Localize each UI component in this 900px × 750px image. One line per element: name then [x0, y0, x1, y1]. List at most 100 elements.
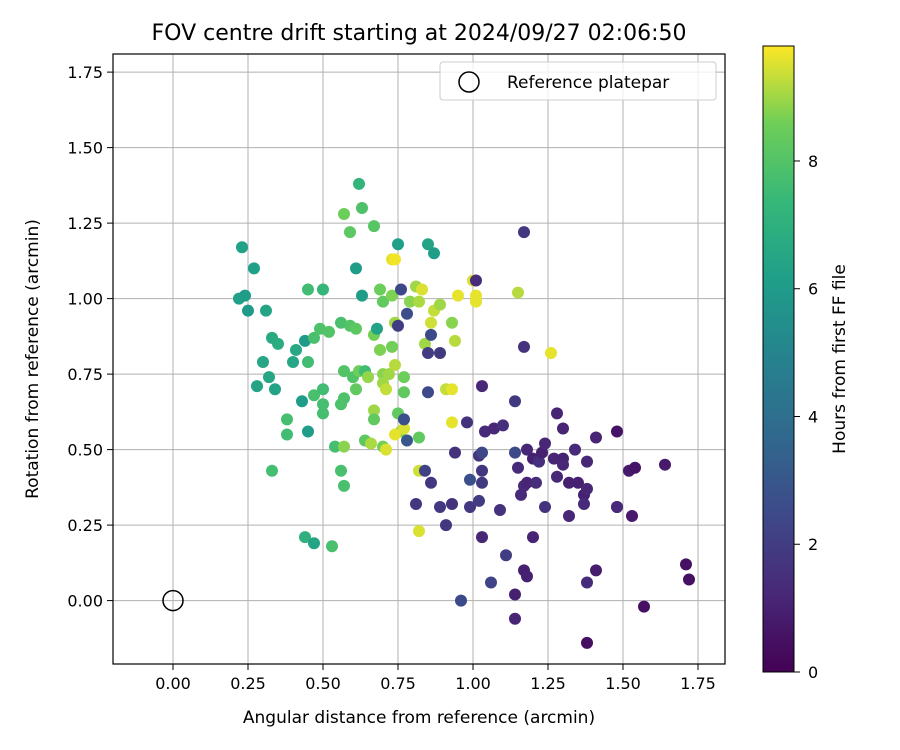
data-point: [434, 298, 446, 311]
data-point: [302, 356, 314, 369]
y-tick-label: 0.00: [67, 592, 103, 611]
data-point: [398, 371, 410, 384]
data-point: [386, 340, 398, 353]
data-point: [308, 331, 320, 344]
data-point: [425, 328, 437, 341]
y-tick-label: 0.25: [67, 516, 103, 535]
data-point: [527, 531, 539, 544]
y-tick-label: 1.50: [67, 139, 103, 158]
data-point: [314, 322, 326, 335]
data-point: [446, 316, 458, 329]
data-point: [476, 380, 488, 393]
data-point: [338, 365, 350, 378]
data-point: [248, 262, 260, 275]
data-point: [344, 226, 356, 239]
data-point: [377, 295, 389, 308]
data-point: [317, 383, 329, 396]
y-axis-label: Rotation from reference (arcmin): [23, 219, 43, 499]
data-point: [545, 346, 557, 359]
colorbar-tick-label: 8: [808, 152, 818, 171]
data-point: [611, 500, 623, 513]
data-point: [539, 437, 551, 450]
data-point: [659, 458, 671, 471]
data-point: [428, 247, 440, 260]
x-axis-label: Angular distance from reference (arcmin): [243, 708, 595, 728]
colorbar-gradient: [762, 45, 795, 673]
data-point: [470, 274, 482, 287]
data-point: [239, 289, 251, 302]
data-point: [563, 476, 575, 489]
data-point: [494, 503, 506, 516]
colorbar-tick-label: 0: [808, 663, 818, 682]
x-tick-label: 1.25: [530, 674, 566, 693]
data-point: [368, 413, 380, 426]
data-point: [476, 464, 488, 477]
data-point: [521, 570, 533, 583]
data-point: [581, 455, 593, 468]
data-point: [257, 356, 269, 369]
data-point: [473, 494, 485, 507]
data-point: [419, 337, 431, 350]
y-axis-ticks: 0.00 0.25 0.50 0.75 1.00 1.25 1.50 1.75: [67, 63, 113, 611]
data-point: [251, 380, 263, 393]
data-point: [338, 440, 350, 453]
data-point: [272, 337, 284, 350]
chart-title: FOV centre drift starting at 2024/09/27 …: [152, 21, 687, 46]
legend-reference-icon: [458, 71, 480, 93]
data-point: [317, 407, 329, 420]
data-point: [389, 428, 401, 441]
data-point: [488, 422, 500, 435]
x-tick-label: 0.50: [305, 674, 341, 693]
data-point: [308, 537, 320, 550]
data-point: [557, 458, 569, 471]
data-point: [401, 307, 413, 320]
data-point: [581, 576, 593, 589]
x-tick-label: 0.75: [380, 674, 416, 693]
data-point: [368, 404, 380, 417]
data-point: [476, 446, 488, 459]
x-tick-label: 0.00: [155, 674, 191, 693]
data-point: [308, 389, 320, 402]
data-point: [290, 343, 302, 356]
data-point: [338, 208, 350, 221]
data-point: [371, 322, 383, 335]
data-point: [356, 289, 368, 302]
data-point: [392, 238, 404, 251]
data-point: [551, 407, 563, 420]
data-point: [449, 334, 461, 347]
legend: Reference platepar: [439, 61, 717, 101]
data-point: [530, 476, 542, 489]
data-point: [515, 488, 527, 501]
data-point: [590, 564, 602, 577]
x-tick-label: 0.25: [230, 674, 266, 693]
data-point: [476, 476, 488, 489]
data-point: [326, 540, 338, 553]
data-point: [422, 238, 434, 251]
data-point: [404, 295, 416, 308]
data-point: [398, 386, 410, 399]
data-point: [242, 304, 254, 317]
data-point: [452, 289, 464, 302]
data-point: [521, 443, 533, 456]
y-tick-label: 0.75: [67, 365, 103, 384]
data-point: [533, 455, 545, 468]
data-point: [338, 392, 350, 405]
data-point: [416, 283, 428, 296]
x-tick-label: 1.50: [605, 674, 641, 693]
data-point: [446, 497, 458, 510]
data-point: [518, 226, 530, 239]
data-point: [395, 283, 407, 296]
data-point: [578, 497, 590, 510]
data-point: [389, 253, 401, 266]
data-point: [425, 316, 437, 329]
data-point: [392, 319, 404, 332]
data-points: [233, 177, 695, 649]
data-point: [389, 359, 401, 372]
data-point: [680, 558, 692, 571]
data-point: [683, 573, 695, 586]
data-point: [350, 322, 362, 335]
data-point: [410, 497, 422, 510]
data-point: [485, 576, 497, 589]
data-point: [446, 416, 458, 429]
data-point: [413, 431, 425, 444]
